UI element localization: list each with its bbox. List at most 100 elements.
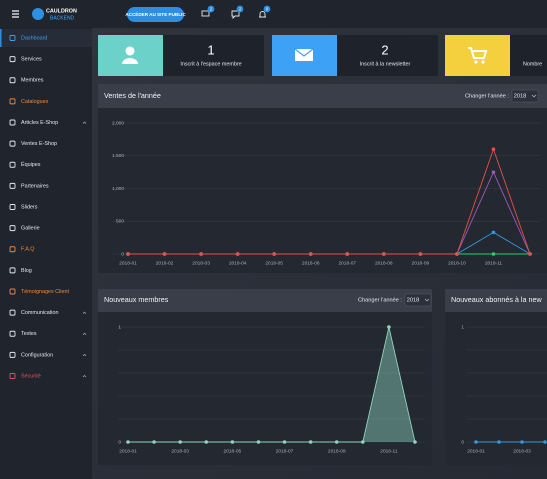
stat-label: Nombre (523, 61, 542, 67)
menu-icon[interactable] (9, 161, 16, 168)
data-point (418, 252, 423, 256)
data-point (497, 440, 501, 444)
data-point (308, 252, 313, 256)
menu-item[interactable]: Témoignages Client (21, 289, 69, 295)
badge (263, 5, 271, 13)
menu-item[interactable]: Articles E-Shop (21, 120, 58, 126)
messages-icon[interactable] (201, 10, 210, 17)
menu-item[interactable]: Blog (21, 268, 32, 274)
menu-icon[interactable] (9, 309, 16, 316)
mail-icon (294, 48, 314, 57)
stat-value: 1 (207, 42, 214, 57)
data-point (474, 440, 478, 444)
data-point (491, 170, 496, 174)
menu-icon[interactable] (9, 56, 16, 63)
year-label: Changer l'année : (465, 93, 509, 99)
data-point (413, 440, 417, 444)
select-arrow[interactable] (531, 94, 537, 98)
menu-item[interactable]: Membres (21, 78, 44, 84)
menu-toggle[interactable] (12, 10, 19, 18)
menu-item[interactable]: Configuration (21, 352, 53, 358)
data-point (282, 440, 287, 444)
menu-item[interactable]: Dashboard (21, 35, 47, 41)
stat-value: 2 (381, 42, 388, 57)
menu-item[interactable]: Sliders (21, 204, 38, 210)
x-tick-label: 2018-09 (328, 448, 346, 454)
logo-title[interactable]: CAULDRON (46, 8, 77, 14)
menu-icon[interactable] (9, 204, 16, 210)
cart-icon (468, 47, 488, 59)
menu-icon[interactable] (9, 182, 16, 189)
x-tick-label: 2018-01 (119, 260, 137, 266)
panel-body (98, 108, 547, 273)
data-point (543, 440, 547, 444)
data-point (204, 440, 209, 444)
logo-icon[interactable] (32, 8, 44, 20)
topbar (0, 0, 547, 28)
menu-icon[interactable] (9, 246, 16, 253)
x-tick-label: 2018-05 (224, 448, 242, 454)
submenu-arrow[interactable] (82, 311, 87, 314)
data-point (361, 440, 365, 444)
year-label: Changer l'année : (358, 297, 402, 303)
y-tick-label: 0 (461, 439, 464, 445)
menu-icon[interactable] (9, 140, 16, 147)
logo-subtitle[interactable]: BACKEND (50, 15, 75, 21)
menu-icon[interactable] (9, 351, 16, 358)
panel-title: Ventes de l'année (104, 91, 161, 100)
year-select[interactable] (404, 293, 432, 307)
x-tick-label: 2018-06 (302, 260, 320, 266)
year-select-value[interactable]: 2018 (407, 297, 419, 303)
panel-header (445, 289, 547, 312)
data-point (491, 230, 496, 235)
menu-icon[interactable] (9, 98, 16, 105)
menu-icon[interactable] (9, 288, 16, 295)
menu-item[interactable]: Catalogues (21, 99, 49, 105)
submenu-arrow[interactable] (82, 375, 87, 378)
year-select-value[interactable]: 2018 (514, 93, 526, 99)
menu-item[interactable]: Partenaires (21, 183, 49, 189)
year-select[interactable] (511, 89, 539, 103)
menu-icon[interactable] (9, 225, 16, 232)
menu-item[interactable]: Équipes (21, 161, 41, 168)
menu-item[interactable]: Ventes E-Shop (21, 141, 57, 147)
menu-item[interactable]: Services (21, 57, 42, 63)
panel-header (98, 289, 432, 312)
y-tick-label: 1 (118, 324, 121, 330)
notifications-icon[interactable] (259, 11, 266, 18)
submenu-arrow[interactable] (82, 353, 87, 357)
menu-icon[interactable] (9, 330, 16, 337)
menu-item[interactable]: Textes (21, 331, 37, 337)
data-point (256, 440, 261, 444)
user-icon (125, 46, 135, 56)
y-tick-label: 1 (461, 324, 464, 330)
data-point (520, 440, 524, 444)
x-tick-label: 2018-09 (412, 260, 430, 266)
public-site-button-label[interactable]: ACCÉDER AU SITE PUBLIC (125, 10, 186, 17)
menu-item[interactable]: F.A.Q (21, 247, 34, 253)
active-item-marker (0, 29, 2, 47)
data-point (345, 252, 350, 256)
menu-item[interactable]: Communication (21, 310, 58, 316)
public-site-button[interactable] (127, 7, 184, 22)
submenu-arrow[interactable] (82, 332, 87, 335)
stat-icon-box (98, 35, 163, 76)
data-point (152, 440, 156, 444)
data-point (126, 440, 130, 444)
data-point (272, 252, 276, 256)
menu-item[interactable]: Sécurité (21, 373, 41, 379)
menu-icon[interactable] (9, 373, 16, 379)
data-point (455, 252, 459, 256)
x-tick-label: 2018-04 (229, 260, 247, 266)
x-tick-label: 2018-01 (119, 448, 137, 454)
menu-icon[interactable] (9, 119, 16, 126)
data-point (230, 440, 235, 444)
menu-item[interactable]: Gallerie (21, 226, 40, 232)
menu-icon[interactable] (9, 77, 16, 84)
y-tick-label: 0 (118, 439, 121, 445)
submenu-arrow[interactable] (82, 121, 87, 124)
select-arrow[interactable] (424, 298, 430, 302)
badge-count: 2 (210, 6, 213, 11)
menu-icon[interactable] (9, 35, 16, 41)
menu-icon[interactable] (9, 267, 16, 274)
